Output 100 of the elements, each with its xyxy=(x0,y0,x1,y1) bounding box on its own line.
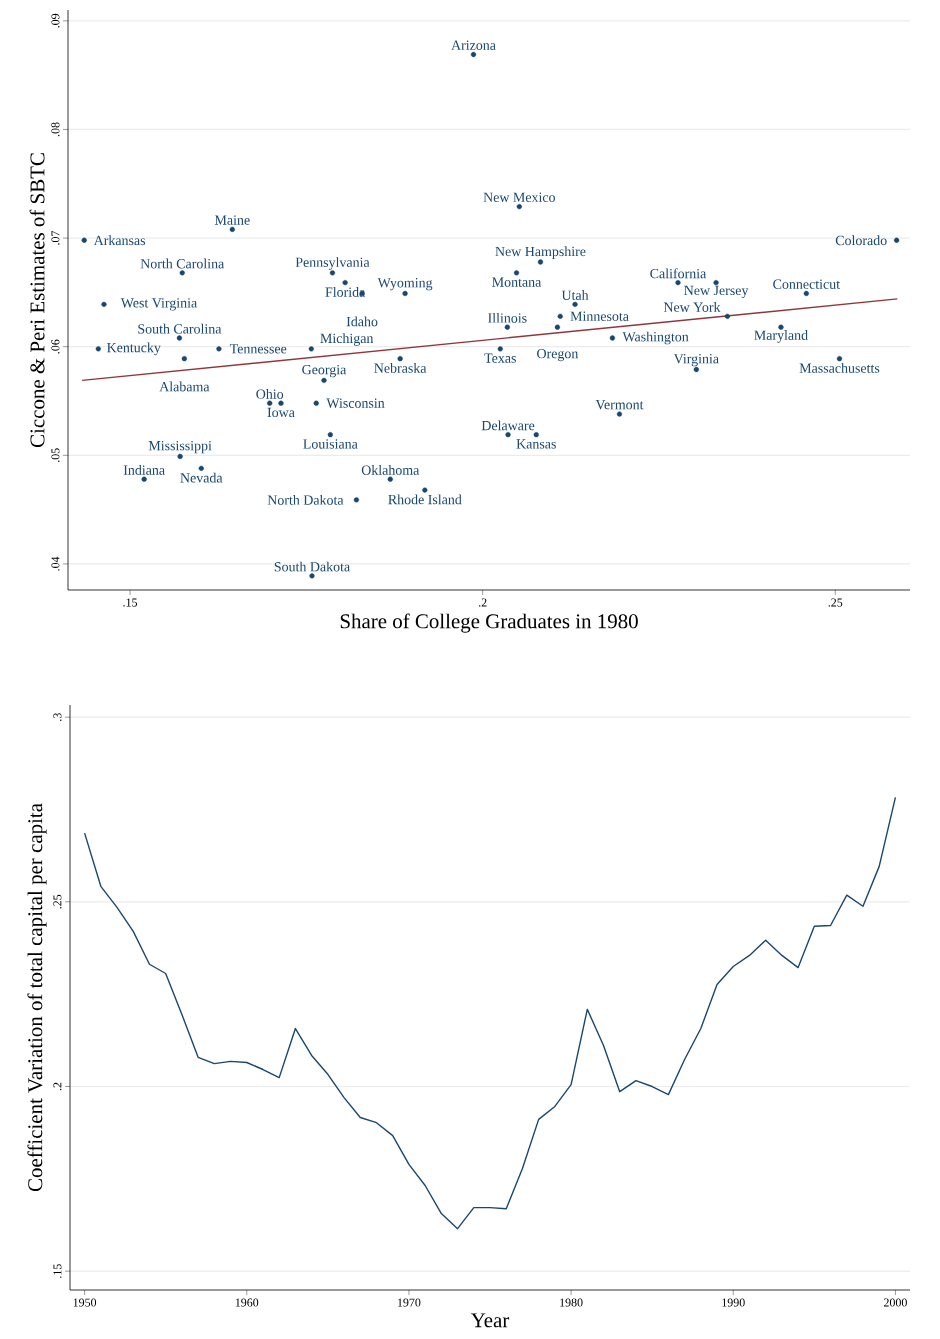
point xyxy=(616,411,623,417)
point xyxy=(397,356,403,362)
data-label: West Virginia xyxy=(120,298,197,311)
data-label: Maryland xyxy=(754,330,808,343)
data-label: North Carolina xyxy=(140,258,225,269)
y-tick-label: .09 xyxy=(51,13,60,28)
x-tick-label: .25 xyxy=(828,598,843,607)
data-label: Nevada xyxy=(180,472,223,483)
point xyxy=(309,573,315,579)
x-tick-label: 1950 xyxy=(73,1298,97,1307)
x-axis-title: Share of College Graduates in 1980 xyxy=(340,613,638,633)
data-label: Idaho xyxy=(346,316,378,327)
data-label: Delaware xyxy=(481,420,535,431)
y-axis-title: Coefficient Variation of total capital per capita xyxy=(27,803,47,1192)
point xyxy=(675,280,681,286)
y-tick-label: .15 xyxy=(53,1264,62,1278)
data-label: Massachusetts xyxy=(799,363,880,373)
point xyxy=(533,432,539,438)
point xyxy=(516,203,522,210)
data-label: Oklahoma xyxy=(361,464,420,475)
data-label: Kansas xyxy=(516,439,556,449)
data-label: New Mexico xyxy=(483,192,555,202)
point xyxy=(778,324,784,330)
y-axis-title: Ciccone & Peri Estimates of SBTC xyxy=(29,153,45,448)
data-label: New York xyxy=(663,302,721,312)
y-tick-label: .3 xyxy=(53,713,62,721)
y-tick-label: .05 xyxy=(51,448,60,462)
point xyxy=(176,335,183,341)
point xyxy=(95,346,101,352)
data-label: South Carolina xyxy=(138,323,222,334)
x-tick-label: 1990 xyxy=(722,1298,745,1307)
point xyxy=(724,313,730,319)
point xyxy=(513,270,520,276)
point xyxy=(505,432,511,438)
data-label: Vermont xyxy=(595,400,644,410)
data-label: Arizona xyxy=(451,40,496,50)
data-label: South Dakota xyxy=(274,561,350,572)
data-label: Tennessee xyxy=(229,344,287,354)
point xyxy=(803,290,809,297)
point xyxy=(422,487,428,493)
point xyxy=(216,346,222,352)
data-label: Texas xyxy=(484,353,516,363)
point xyxy=(179,270,185,276)
data-label: Maine xyxy=(214,215,250,225)
point xyxy=(267,400,273,406)
point xyxy=(609,335,616,341)
point xyxy=(308,346,314,352)
data-label: Virginia xyxy=(673,354,719,367)
data-label: Wyoming xyxy=(377,278,433,291)
point xyxy=(327,432,333,438)
point xyxy=(557,313,563,319)
x-tick-label: 1980 xyxy=(560,1298,583,1307)
x-axis-title: Year xyxy=(470,1313,510,1328)
data-label: Nebraska xyxy=(374,363,427,373)
data-label: Minnesota xyxy=(570,311,629,321)
data-label: Georgia xyxy=(302,364,347,378)
data-label: Iowa xyxy=(267,407,295,418)
y-tick-label: .2 xyxy=(53,1082,62,1091)
point xyxy=(836,356,843,362)
data-label: Utah xyxy=(561,290,589,300)
point xyxy=(313,400,319,406)
point xyxy=(353,497,360,503)
point xyxy=(198,465,204,471)
data-label: New Hampshire xyxy=(495,246,586,259)
data-label: Alabama xyxy=(159,381,210,392)
point xyxy=(278,400,284,406)
data-label: Arkansas xyxy=(93,235,146,246)
data-label: Pennsylvania xyxy=(295,257,370,270)
data-label: Kentucky xyxy=(107,342,161,356)
data-label: Louisiana xyxy=(303,439,358,449)
data-label: Illinois xyxy=(488,312,527,323)
data-label: New Jersey xyxy=(684,285,749,298)
data-label: Rhode Island xyxy=(388,494,462,505)
x-tick-label: 1960 xyxy=(235,1298,259,1307)
y-tick-label: .06 xyxy=(51,339,60,354)
data-label: Michigan xyxy=(320,333,374,346)
point xyxy=(572,301,578,307)
point xyxy=(504,324,510,330)
data-label: Montana xyxy=(492,277,542,287)
point xyxy=(497,346,503,352)
point xyxy=(894,237,900,243)
point xyxy=(229,226,235,232)
point xyxy=(329,270,336,276)
data-label: Oregon xyxy=(537,348,579,362)
data-label: Indiana xyxy=(123,464,165,475)
data-label: Colorado xyxy=(835,235,887,246)
data-label: Mississippi xyxy=(148,440,212,454)
point xyxy=(181,356,187,362)
point xyxy=(141,476,147,482)
y-tick-label: .04 xyxy=(51,556,60,571)
data-label: Wisconsin xyxy=(326,398,385,408)
data-label: Ohio xyxy=(256,388,284,399)
point xyxy=(537,259,544,265)
y-tick-label: .08 xyxy=(51,122,60,137)
point xyxy=(342,280,348,286)
y-tick-label: .25 xyxy=(53,894,62,909)
point xyxy=(101,301,107,307)
y-tick-label: .07 xyxy=(51,230,60,245)
point xyxy=(470,51,477,58)
x-tick-label: 2000 xyxy=(883,1298,907,1307)
